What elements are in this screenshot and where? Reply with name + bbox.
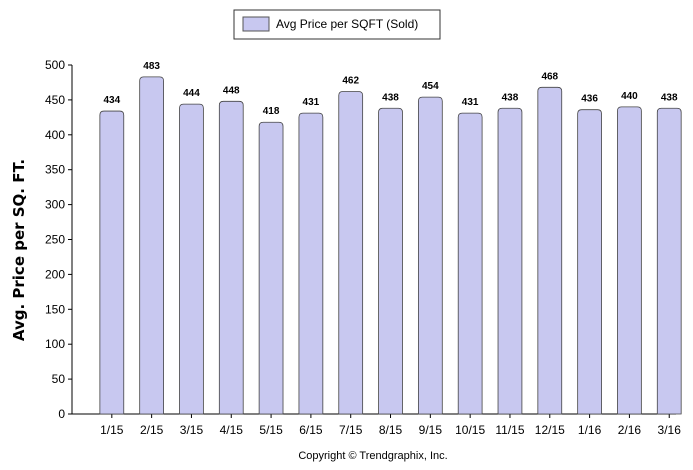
x-axis: 1/15 2/15 3/15 4/15 5/15 6/15 7/15 8/15 9/15 10/1… xyxy=(72,413,682,437)
copyright-text: Copyright © Trendgraphix, Inc. xyxy=(298,450,447,462)
x-tick-label: 3/16 xyxy=(658,423,682,437)
data-label: 448 xyxy=(223,85,240,96)
y-tick-label: 500 xyxy=(45,58,65,72)
data-label: 468 xyxy=(541,71,558,82)
data-label: 418 xyxy=(263,106,280,117)
x-tick-label: 4/15 xyxy=(220,423,244,437)
value-labels: 434 483 444 448 418 431 462 438 454 431 438 468 436 4… xyxy=(103,61,678,117)
y-tick-label: 200 xyxy=(45,267,65,281)
bar xyxy=(218,100,244,415)
bar xyxy=(617,106,642,415)
x-tick-label: 2/15 xyxy=(140,423,164,437)
bar xyxy=(497,107,523,415)
y-tick-label: 300 xyxy=(45,198,65,212)
data-label: 436 xyxy=(581,94,598,105)
data-label: 434 xyxy=(103,95,120,106)
x-tick-label: 12/15 xyxy=(535,423,565,437)
bar xyxy=(99,110,125,415)
x-tick-label: 9/15 xyxy=(419,423,443,437)
data-label: 444 xyxy=(183,88,200,99)
bar xyxy=(457,112,483,415)
legend-swatch xyxy=(242,16,270,32)
x-tick-label: 2/16 xyxy=(618,423,642,437)
x-tick-label: 8/15 xyxy=(379,423,403,437)
bar xyxy=(298,112,324,415)
x-tick-label: 5/15 xyxy=(259,423,283,437)
y-tick-label: 400 xyxy=(45,128,65,142)
bar xyxy=(577,109,602,415)
bars xyxy=(99,76,682,415)
y-tick-label: 450 xyxy=(45,93,65,107)
data-label: 483 xyxy=(143,61,160,72)
legend: Avg Price per SQFT (Sold) xyxy=(233,9,441,40)
data-label: 431 xyxy=(303,97,320,108)
data-label: 454 xyxy=(422,81,439,92)
data-label: 440 xyxy=(621,91,638,102)
y-tick-label: 350 xyxy=(45,163,65,177)
x-tick-label: 1/16 xyxy=(578,423,602,437)
legend-label: Avg Price per SQFT (Sold) xyxy=(276,17,418,31)
y-axis: 0 50 100 150 200 250 300 350 400 450 500 xyxy=(45,58,73,421)
x-tick-label: 10/15 xyxy=(455,423,485,437)
data-label: 438 xyxy=(661,92,678,103)
x-tick-label: 6/15 xyxy=(299,423,323,437)
bar xyxy=(338,91,364,415)
bar xyxy=(139,76,164,415)
y-axis-label: Avg. Price per SQ. FT. xyxy=(10,159,28,341)
bar xyxy=(417,96,443,415)
x-tick-label: 7/15 xyxy=(339,423,363,437)
y-tick-label: 100 xyxy=(45,337,65,351)
bar xyxy=(378,107,403,415)
data-label: 438 xyxy=(382,92,399,103)
data-label: 431 xyxy=(462,97,479,108)
x-tick-label: 3/15 xyxy=(180,423,204,437)
bar xyxy=(258,121,284,415)
data-label: 462 xyxy=(342,76,359,87)
y-tick-label: 250 xyxy=(45,233,65,247)
bar xyxy=(656,107,682,415)
y-tick-label: 0 xyxy=(58,407,65,421)
y-tick-label: 150 xyxy=(45,302,65,316)
data-label: 438 xyxy=(502,92,519,103)
x-tick-label: 11/15 xyxy=(495,423,524,437)
x-tick-label: 1/15 xyxy=(100,423,124,437)
bar xyxy=(537,86,563,415)
bar xyxy=(179,103,204,415)
y-tick-label: 50 xyxy=(52,372,66,386)
